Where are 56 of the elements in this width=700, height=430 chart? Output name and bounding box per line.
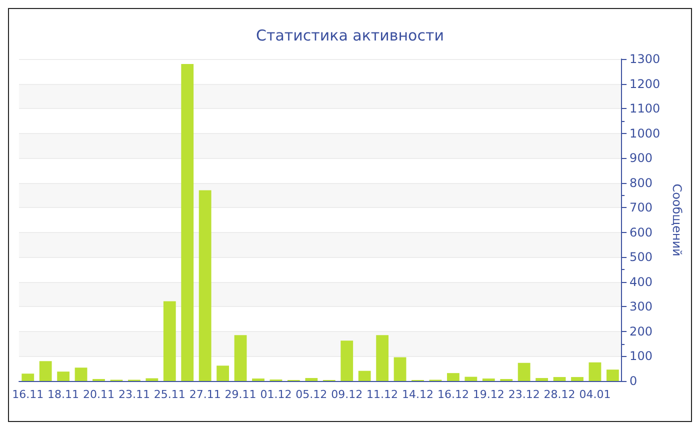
bar — [518, 362, 530, 381]
x-tick-label: 28.12 — [544, 388, 576, 401]
x-tick-label: 04.01 — [579, 388, 611, 401]
bar — [234, 335, 247, 381]
bar — [163, 301, 176, 381]
bar — [74, 368, 88, 381]
x-tick-label: 27.11 — [189, 388, 221, 401]
bar — [446, 373, 460, 381]
y-tick-label: 900 — [630, 151, 652, 166]
bar — [588, 362, 602, 381]
bar — [22, 374, 34, 381]
bar — [394, 357, 406, 381]
y-tick-label: 300 — [630, 300, 652, 314]
y-tick-label: 1100 — [630, 102, 660, 116]
x-tick-label: 23.11 — [118, 388, 150, 401]
bar — [606, 370, 619, 381]
y-tick-label: 1200 — [630, 76, 660, 91]
bar — [198, 190, 212, 381]
y-tick-label: 0 — [630, 374, 638, 388]
x-tick-label: 01.12 — [260, 388, 292, 401]
bar — [146, 378, 158, 381]
y-tick-label: 200 — [630, 324, 652, 338]
x-tick-label: 14.12 — [402, 388, 434, 401]
y-tick-label: 1000 — [630, 126, 660, 140]
bar — [553, 377, 566, 381]
chart-title: Статистика активности — [256, 26, 444, 44]
bar — [358, 370, 371, 381]
bar — [376, 335, 389, 381]
bar — [305, 378, 318, 381]
x-tick-label: 05.12 — [296, 388, 328, 401]
y-tick-label: 100 — [630, 349, 652, 364]
bar — [536, 378, 548, 381]
bar — [216, 366, 230, 381]
y-tick-label: 600 — [630, 225, 652, 240]
y-tick-label: 400 — [630, 274, 652, 289]
y-tick-label: 700 — [630, 200, 652, 215]
bar — [464, 376, 478, 381]
x-tick-label: 16.11 — [12, 388, 44, 401]
x-tick-label: 29.11 — [224, 388, 256, 401]
y-tick-label: 1300 — [630, 52, 660, 66]
bar — [39, 361, 52, 381]
x-tick-label: 18.11 — [48, 388, 80, 401]
bar — [340, 340, 354, 381]
bar — [181, 64, 194, 381]
x-tick-label: 09.12 — [331, 388, 363, 401]
x-tick-label: 19.12 — [472, 388, 504, 401]
x-tick-label: 11.12 — [366, 388, 398, 401]
bar — [57, 372, 70, 381]
x-tick-label: 25.11 — [154, 388, 186, 401]
y-tick-label: 500 — [630, 250, 652, 264]
x-tick-label: 23.12 — [508, 388, 540, 401]
x-tick-label: 16.12 — [437, 388, 469, 401]
y-axis-title: Сообщений — [670, 184, 684, 256]
bar — [571, 377, 584, 381]
y-tick-label: 800 — [630, 176, 652, 190]
x-tick-label: 20.11 — [83, 388, 114, 401]
